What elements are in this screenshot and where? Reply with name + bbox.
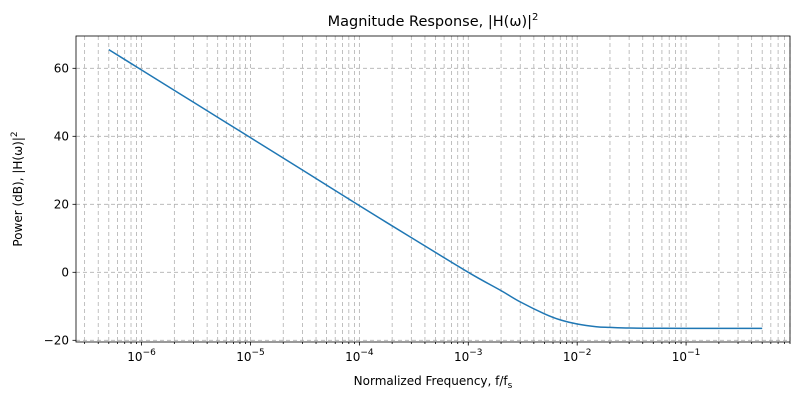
- y-tick-label: 60: [54, 61, 69, 75]
- y-tick-label: 40: [54, 129, 69, 143]
- x-tick-label: 10−2: [563, 348, 592, 364]
- y-axis-label-text: Power (dB), |H(ω)|: [11, 137, 25, 246]
- y-axis-label: Power (dB), |H(ω)|2: [10, 131, 25, 246]
- x-axis-label: Normalized Frequency, f/fs: [354, 374, 513, 391]
- x-tick-label: 10−1: [672, 348, 701, 364]
- y-tick-label: 0: [61, 265, 69, 279]
- chart-title-superscript: 2: [532, 12, 538, 23]
- y-tick-label: −20: [44, 333, 69, 347]
- grid: [76, 36, 791, 342]
- chart-title-text: Magnitude Response, |H(ω)|: [328, 14, 532, 30]
- y-tick-label: 20: [54, 197, 69, 211]
- x-tick-label: 10−3: [454, 348, 483, 364]
- x-tick-label: 10−5: [236, 348, 265, 364]
- series-layer: [108, 48, 763, 330]
- x-axis-label-text: Normalized Frequency, f/f: [354, 374, 509, 388]
- series-line: [108, 48, 763, 330]
- y-axis-label-superscript: 2: [10, 131, 20, 137]
- x-axis-label-subscript: s: [508, 381, 513, 391]
- plot-frame: [75, 35, 791, 343]
- x-tick-label: 10−6: [127, 348, 156, 364]
- x-tick-label: 10−4: [345, 348, 374, 364]
- chart-title: Magnitude Response, |H(ω)|2: [328, 12, 539, 30]
- ticks: 10−6 10−5 10−4 10−3 10−2 10−1 60 40 20 0 −20: [44, 61, 791, 364]
